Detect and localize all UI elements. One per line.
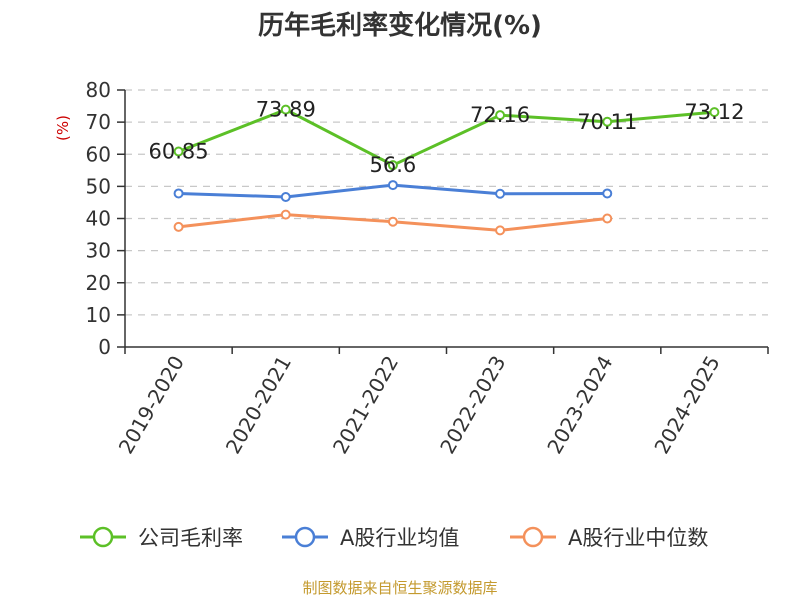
legend-item: 公司毛利率 (80, 526, 243, 550)
legend-item: A股行业均值 (282, 526, 459, 550)
chart-title: 历年毛利率变化情况(%) (258, 10, 542, 41)
y-tick-label: 20 (86, 271, 111, 295)
legend-label: 公司毛利率 (138, 526, 243, 550)
data-point (387, 180, 398, 191)
y-tick-label: 70 (86, 110, 111, 134)
legend: 公司毛利率 A股行业均值 A股行业中位数 (80, 526, 708, 550)
x-tick-label: 2020-2021 (221, 352, 296, 458)
y-tick-label: 30 (86, 239, 111, 263)
data-point (280, 104, 291, 115)
data-point (387, 216, 398, 227)
data-label: 56.6 (370, 153, 417, 177)
x-axis-ticks: 2019-2020 2020-2021 2021-2022 2022-2023 2023… (114, 347, 769, 458)
data-point (173, 221, 184, 232)
y-tick-label: 60 (86, 142, 111, 166)
data-point (387, 160, 398, 171)
grid-lines (125, 89, 768, 316)
legend-marker (522, 526, 544, 548)
legend-label: A股行业中位数 (568, 526, 708, 550)
data-label: 60.85 (149, 140, 209, 164)
data-point (602, 213, 613, 224)
data-point (602, 188, 613, 199)
x-tick-label: 2021-2022 (328, 352, 403, 458)
data-point (173, 188, 184, 199)
series-公司毛利率 (173, 104, 720, 171)
y-axis-label: (%) (54, 115, 72, 141)
y-axis-ticks: 0 10 20 30 40 50 60 70 80 (86, 78, 125, 359)
data-label: 73.89 (256, 98, 316, 122)
legend-marker (294, 526, 316, 548)
data-point (495, 188, 506, 199)
y-tick-label: 40 (86, 207, 111, 231)
y-tick-label: 80 (86, 78, 111, 102)
x-tick-label: 2019-2020 (114, 352, 189, 458)
series-layer (173, 104, 720, 236)
data-point (280, 209, 291, 220)
data-point (173, 146, 184, 157)
source-note: 制图数据来自恒生聚源数据库 (302, 579, 497, 597)
series-line (178, 108, 715, 167)
y-tick-label: 50 (86, 174, 111, 198)
legend-item: A股行业中位数 (510, 526, 708, 550)
data-label: 72.16 (470, 103, 530, 127)
x-tick-label: 2023-2024 (542, 352, 617, 458)
data-labels: 60.85 73.89 56.6 72.16 70.11 73.12 (149, 98, 745, 178)
x-tick-label: 2022-2023 (435, 352, 510, 458)
data-point (602, 116, 613, 127)
data-label: 73.12 (684, 100, 744, 124)
legend-marker (92, 526, 114, 548)
data-point (709, 107, 720, 118)
legend-label: A股行业均值 (340, 526, 459, 550)
series-A股行业中位数 (173, 209, 613, 236)
y-tick-label: 10 (86, 303, 111, 327)
series-A股行业均值 (173, 180, 613, 202)
data-point (280, 191, 291, 202)
y-tick-label: 0 (98, 335, 111, 359)
data-label: 70.11 (577, 110, 637, 134)
data-point (495, 225, 506, 236)
data-point (495, 110, 506, 121)
x-tick-label: 2024-2025 (649, 352, 724, 458)
